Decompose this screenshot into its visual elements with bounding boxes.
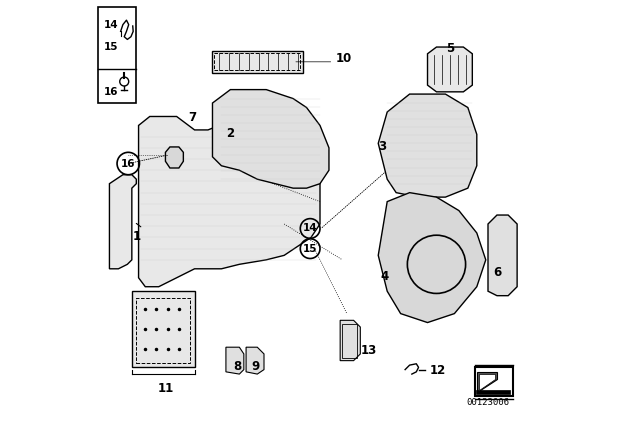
Text: 6: 6 <box>493 266 501 279</box>
FancyBboxPatch shape <box>99 7 136 103</box>
Text: 00123006: 00123006 <box>467 398 509 407</box>
Text: 1: 1 <box>132 230 140 243</box>
Polygon shape <box>340 320 360 361</box>
Polygon shape <box>378 94 477 197</box>
Polygon shape <box>139 116 320 287</box>
Text: 15: 15 <box>303 244 317 254</box>
Text: 7: 7 <box>188 111 196 124</box>
Text: 9: 9 <box>251 360 259 373</box>
Text: 13: 13 <box>360 344 376 357</box>
Text: 15: 15 <box>104 42 118 52</box>
Text: 4: 4 <box>381 270 389 283</box>
Text: 5: 5 <box>446 42 454 55</box>
Text: 2: 2 <box>227 127 234 140</box>
Polygon shape <box>165 147 184 168</box>
Text: 14: 14 <box>303 224 317 233</box>
Text: 16: 16 <box>121 159 136 168</box>
FancyBboxPatch shape <box>475 367 513 396</box>
Polygon shape <box>109 175 136 269</box>
Text: 14: 14 <box>104 20 118 30</box>
Polygon shape <box>428 47 472 92</box>
Text: 3: 3 <box>379 140 387 153</box>
Text: 12: 12 <box>430 364 446 377</box>
FancyBboxPatch shape <box>476 390 511 394</box>
Text: 11: 11 <box>157 382 173 395</box>
Text: 10: 10 <box>336 52 352 65</box>
Polygon shape <box>212 90 329 188</box>
Polygon shape <box>246 347 264 374</box>
Polygon shape <box>132 291 195 367</box>
Text: 16: 16 <box>104 87 118 97</box>
Polygon shape <box>488 215 517 296</box>
Text: 8: 8 <box>233 360 241 373</box>
Polygon shape <box>477 372 497 392</box>
FancyBboxPatch shape <box>212 51 303 73</box>
Polygon shape <box>378 193 486 323</box>
Polygon shape <box>226 347 244 374</box>
Polygon shape <box>479 374 495 390</box>
